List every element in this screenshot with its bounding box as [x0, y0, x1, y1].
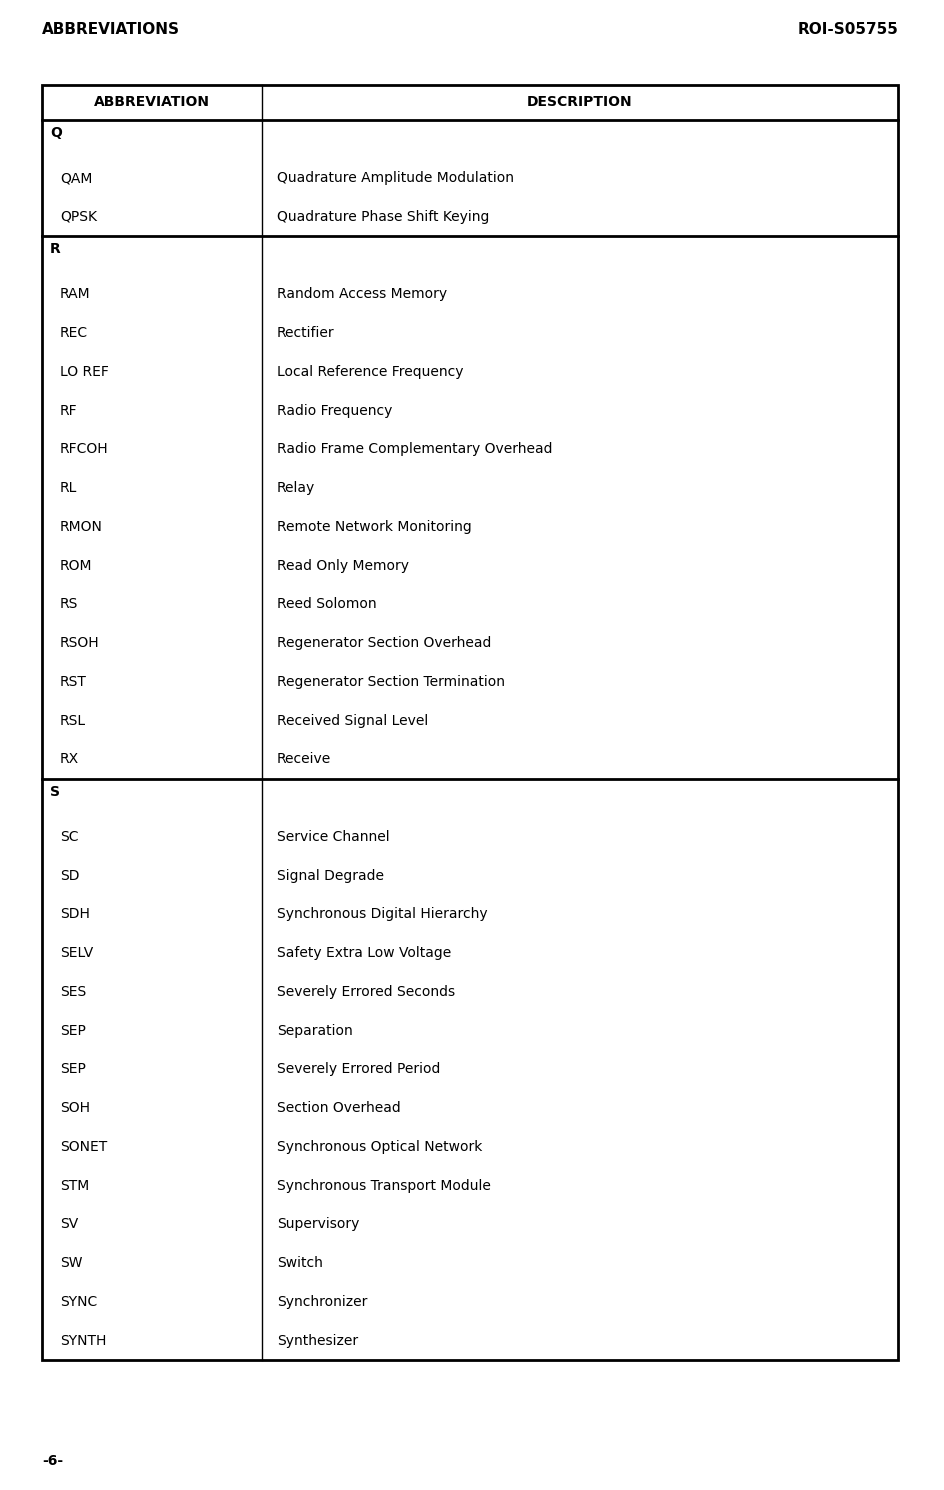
Text: Receive: Receive — [277, 752, 331, 766]
Text: SES: SES — [60, 985, 86, 998]
Text: RAM: RAM — [60, 288, 91, 301]
Text: Regenerator Section Termination: Regenerator Section Termination — [277, 675, 505, 688]
Text: Local Reference Frequency: Local Reference Frequency — [277, 365, 464, 378]
Text: QPSK: QPSK — [60, 210, 97, 224]
Text: RMON: RMON — [60, 520, 103, 533]
Text: SELV: SELV — [60, 946, 93, 960]
Text: Radio Frequency: Radio Frequency — [277, 404, 393, 417]
Text: Separation: Separation — [277, 1024, 353, 1037]
Text: SV: SV — [60, 1217, 78, 1231]
Text: -6-: -6- — [42, 1454, 63, 1468]
Text: ROI-S05755: ROI-S05755 — [797, 22, 898, 37]
Text: LO REF: LO REF — [60, 365, 109, 378]
Text: REC: REC — [60, 326, 88, 340]
Text: Remote Network Monitoring: Remote Network Monitoring — [277, 520, 472, 533]
Text: Switch: Switch — [277, 1256, 323, 1269]
Text: SOH: SOH — [60, 1101, 90, 1115]
Text: ABBREVIATION: ABBREVIATION — [94, 95, 210, 109]
Text: Rectifier: Rectifier — [277, 326, 334, 340]
Text: RFCOH: RFCOH — [60, 443, 109, 456]
Text: Regenerator Section Overhead: Regenerator Section Overhead — [277, 636, 492, 650]
Text: Synchronous Digital Hierarchy: Synchronous Digital Hierarchy — [277, 907, 488, 921]
Text: Received Signal Level: Received Signal Level — [277, 714, 429, 727]
Text: SYNC: SYNC — [60, 1295, 97, 1308]
Text: RX: RX — [60, 752, 79, 766]
Text: Supervisory: Supervisory — [277, 1217, 360, 1231]
Text: Service Channel: Service Channel — [277, 830, 390, 843]
Text: Relay: Relay — [277, 481, 315, 495]
Text: R: R — [50, 241, 60, 256]
Text: Radio Frame Complementary Overhead: Radio Frame Complementary Overhead — [277, 443, 552, 456]
Text: Quadrature Amplitude Modulation: Quadrature Amplitude Modulation — [277, 171, 514, 185]
Text: RF: RF — [60, 404, 77, 417]
Text: Reed Solomon: Reed Solomon — [277, 597, 377, 611]
Text: Synchronous Optical Network: Synchronous Optical Network — [277, 1140, 482, 1153]
Text: SEP: SEP — [60, 1024, 86, 1037]
Text: Q: Q — [50, 125, 62, 140]
Text: Section Overhead: Section Overhead — [277, 1101, 401, 1115]
Text: RSL: RSL — [60, 714, 86, 727]
Bar — [42, 85, 898, 1360]
Text: S: S — [50, 785, 60, 799]
Text: SYNTH: SYNTH — [60, 1334, 107, 1347]
Text: DESCRIPTION: DESCRIPTION — [527, 95, 632, 109]
Text: Severely Errored Seconds: Severely Errored Seconds — [277, 985, 455, 998]
Text: ROM: ROM — [60, 559, 93, 572]
Text: SW: SW — [60, 1256, 82, 1269]
Text: STM: STM — [60, 1179, 90, 1192]
Text: ABBREVIATIONS: ABBREVIATIONS — [42, 22, 180, 37]
Text: SC: SC — [60, 830, 78, 843]
Text: RST: RST — [60, 675, 87, 688]
Text: Random Access Memory: Random Access Memory — [277, 288, 447, 301]
Text: SONET: SONET — [60, 1140, 108, 1153]
Text: Synchronizer: Synchronizer — [277, 1295, 367, 1308]
Text: SEP: SEP — [60, 1062, 86, 1076]
Text: SD: SD — [60, 869, 79, 882]
Text: SDH: SDH — [60, 907, 90, 921]
Text: RSOH: RSOH — [60, 636, 100, 650]
Text: RS: RS — [60, 597, 78, 611]
Text: Read Only Memory: Read Only Memory — [277, 559, 409, 572]
Text: Severely Errored Period: Severely Errored Period — [277, 1062, 440, 1076]
Text: Quadrature Phase Shift Keying: Quadrature Phase Shift Keying — [277, 210, 489, 224]
Text: RL: RL — [60, 481, 77, 495]
Text: Signal Degrade: Signal Degrade — [277, 869, 384, 882]
Text: Synthesizer: Synthesizer — [277, 1334, 358, 1347]
Text: QAM: QAM — [60, 171, 93, 185]
Text: Synchronous Transport Module: Synchronous Transport Module — [277, 1179, 491, 1192]
Text: Safety Extra Low Voltage: Safety Extra Low Voltage — [277, 946, 451, 960]
